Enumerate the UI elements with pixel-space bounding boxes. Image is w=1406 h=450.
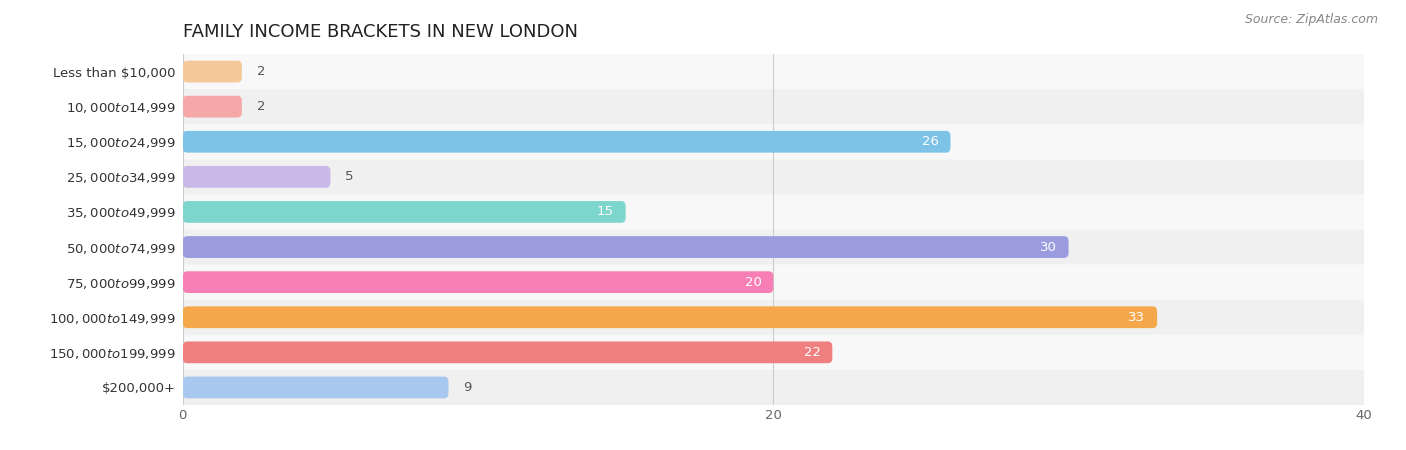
Text: 2: 2 bbox=[257, 65, 266, 78]
FancyBboxPatch shape bbox=[183, 159, 1364, 194]
Text: 22: 22 bbox=[804, 346, 821, 359]
Text: 9: 9 bbox=[464, 381, 471, 394]
Text: 20: 20 bbox=[745, 276, 762, 288]
FancyBboxPatch shape bbox=[183, 201, 626, 223]
Text: 26: 26 bbox=[922, 135, 939, 148]
FancyBboxPatch shape bbox=[183, 124, 1364, 159]
FancyBboxPatch shape bbox=[183, 61, 242, 82]
FancyBboxPatch shape bbox=[183, 54, 1364, 89]
FancyBboxPatch shape bbox=[183, 166, 330, 188]
FancyBboxPatch shape bbox=[183, 236, 1069, 258]
Text: 5: 5 bbox=[346, 171, 354, 183]
FancyBboxPatch shape bbox=[183, 335, 1364, 370]
FancyBboxPatch shape bbox=[183, 342, 832, 363]
FancyBboxPatch shape bbox=[183, 306, 1157, 328]
FancyBboxPatch shape bbox=[183, 230, 1364, 265]
Text: Source: ZipAtlas.com: Source: ZipAtlas.com bbox=[1244, 14, 1378, 27]
FancyBboxPatch shape bbox=[183, 194, 1364, 230]
FancyBboxPatch shape bbox=[183, 271, 773, 293]
Text: 2: 2 bbox=[257, 100, 266, 113]
FancyBboxPatch shape bbox=[183, 370, 1364, 405]
FancyBboxPatch shape bbox=[183, 96, 242, 117]
FancyBboxPatch shape bbox=[183, 300, 1364, 335]
Text: FAMILY INCOME BRACKETS IN NEW LONDON: FAMILY INCOME BRACKETS IN NEW LONDON bbox=[183, 23, 578, 41]
FancyBboxPatch shape bbox=[183, 377, 449, 398]
Text: 15: 15 bbox=[598, 206, 614, 218]
FancyBboxPatch shape bbox=[183, 265, 1364, 300]
FancyBboxPatch shape bbox=[183, 131, 950, 153]
Text: 30: 30 bbox=[1040, 241, 1057, 253]
FancyBboxPatch shape bbox=[183, 89, 1364, 124]
Text: 33: 33 bbox=[1129, 311, 1146, 324]
